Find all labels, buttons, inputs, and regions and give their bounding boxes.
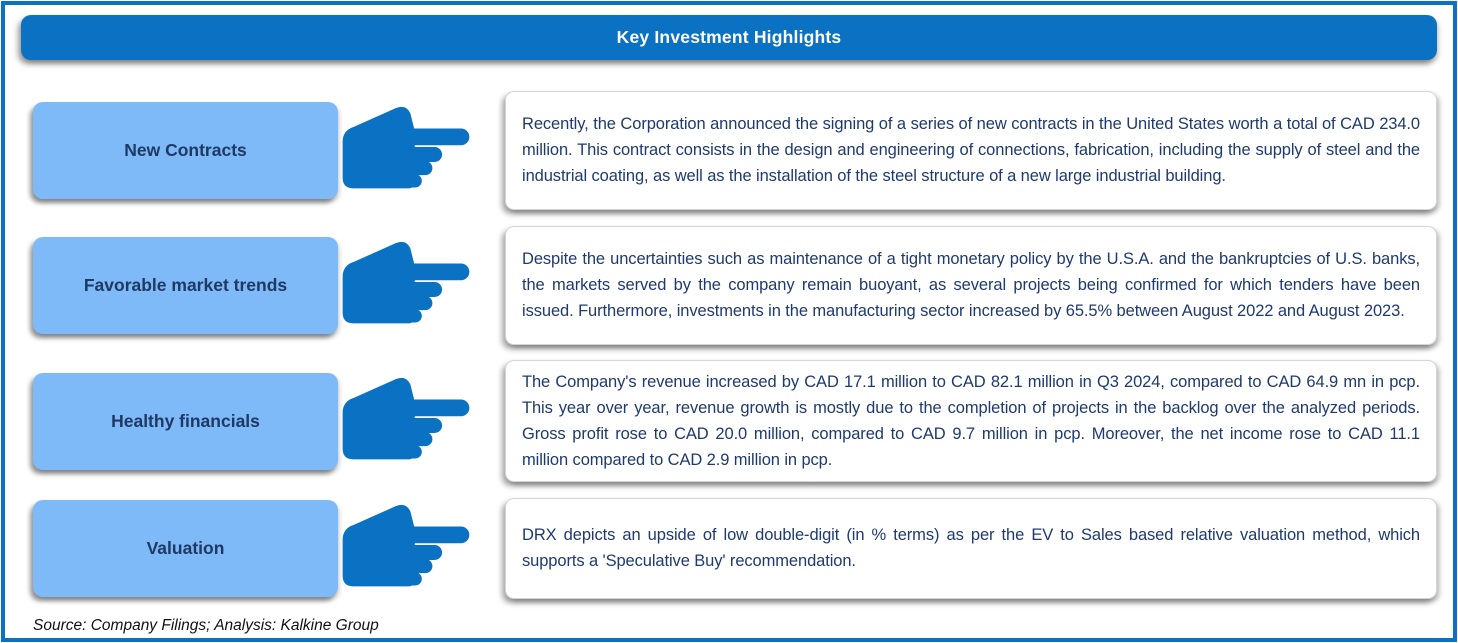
highlight-text: Despite the uncertainties such as mainte… [522,250,1420,320]
highlight-row-new-contracts: New Contracts Recently, the Corporation … [33,90,1437,210]
highlight-text: Recently, the Corporation announced the … [522,115,1420,185]
highlight-text: The Company's revenue increased by CAD 1… [522,373,1420,469]
label-box-financials: Healthy financials [33,372,338,470]
label-text: Valuation [146,537,225,558]
header-banner: Key Investment Highlights [21,15,1437,60]
hand-pointing-right-icon [342,241,470,324]
text-box-market-trends: Despite the uncertainties such as mainte… [505,225,1437,345]
label-box-valuation: Valuation [33,499,338,597]
hand-pointing-right-icon [342,106,470,189]
label-text: Healthy financials [111,410,260,431]
label-box-new-contracts: New Contracts [33,101,338,199]
label-text: New Contracts [124,139,247,160]
highlight-text: DRX depicts an upside of low double-digi… [522,526,1420,570]
label-text: Favorable market trends [83,274,288,295]
source-attribution: Source: Company Filings; Analysis: Kalki… [33,617,379,634]
label-box-market-trends: Favorable market trends [33,236,338,334]
page-title: Key Investment Highlights [616,27,842,47]
text-box-new-contracts: Recently, the Corporation announced the … [505,90,1437,210]
highlight-rows: New Contracts Recently, the Corporation … [21,90,1437,599]
hand-pointing-right-icon [342,377,470,460]
hand-pointing-right-icon [342,504,470,587]
highlight-row-valuation: Valuation DRX depicts an upside of low d… [33,497,1437,599]
highlight-row-market-trends: Favorable market trends Despite the unce… [33,225,1437,345]
text-box-valuation: DRX depicts an upside of low double-digi… [505,497,1437,599]
text-box-financials: The Company's revenue increased by CAD 1… [505,360,1437,482]
highlight-row-financials: Healthy financials The Company's revenue… [33,360,1437,482]
